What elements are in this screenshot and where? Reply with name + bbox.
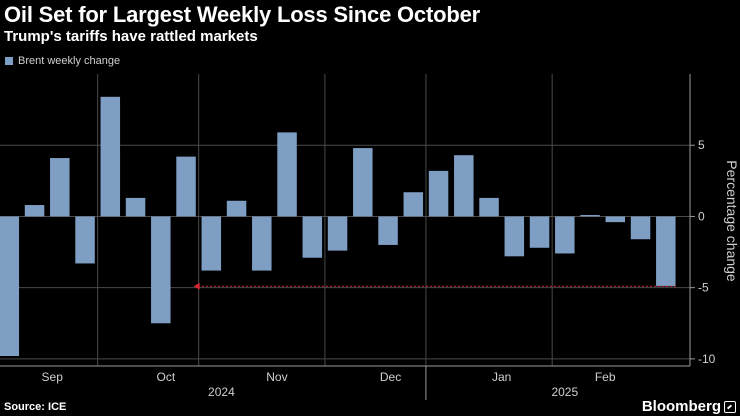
bar [580,215,600,217]
bar [403,192,424,217]
x-month-label: Feb [595,370,616,384]
x-year-label: 2025 [551,385,578,399]
x-month-label: Nov [266,370,287,384]
y-tick-label: -10 [698,352,716,366]
bar [201,216,222,271]
bar [656,216,676,287]
bar [176,156,196,217]
bar [302,216,323,258]
bar [479,197,499,217]
bar [630,216,651,240]
y-tick-label: 5 [698,138,705,152]
bar [125,197,146,217]
bar [605,216,626,223]
bar [24,205,45,217]
bar [454,155,474,217]
chart-subtitle: Trump's tariffs have rattled markets [4,28,258,45]
bar [327,216,348,251]
legend-swatch [5,57,13,65]
source-note: Source: ICE [4,401,67,413]
x-month-label: Oct [157,370,176,384]
bar [226,200,247,217]
y-tick-label: -5 [698,281,709,295]
bar [428,170,449,217]
y-tick-label: 0 [698,209,705,223]
brand-logo: Bloomberg [642,398,736,415]
x-month-label: Sep [42,370,64,384]
legend-label: Brent weekly change [18,55,121,67]
annotation-arrowhead [193,282,200,290]
y-axis-title: Percentage change [724,160,740,282]
bar [555,216,575,254]
bar [378,216,398,245]
bar [151,216,171,324]
bar [529,216,550,248]
legend: Brent weekly change [5,55,120,67]
x-year-label: 2024 [208,385,235,399]
bar [504,216,525,257]
bar [252,216,272,271]
bar [50,158,70,217]
x-month-label: Jan [492,370,511,384]
bar [277,132,297,217]
bar [353,148,373,217]
bar [0,216,20,357]
brand-name: Bloomberg [641,398,721,415]
x-month-label: Dec [380,370,401,384]
bar [100,96,121,217]
bloomberg-chart-icon [724,400,736,413]
bar [75,216,95,264]
chart-title: Oil Set for Largest Weekly Loss Since Oc… [4,2,480,27]
